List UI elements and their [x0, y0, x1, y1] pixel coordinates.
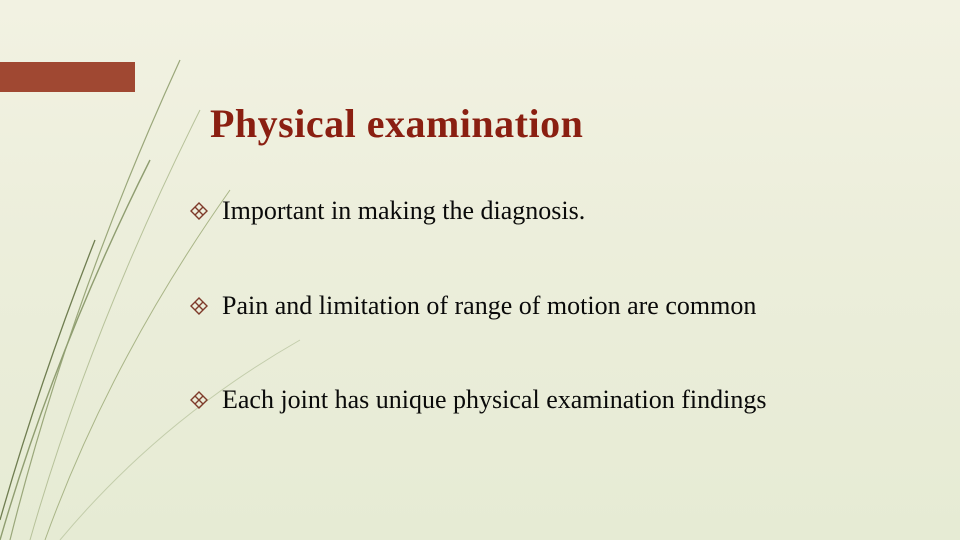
- bullet-text: Important in making the diagnosis.: [222, 195, 890, 228]
- bullet-text: Pain and limitation of range of motion a…: [222, 290, 890, 323]
- list-item: Pain and limitation of range of motion a…: [190, 290, 890, 323]
- slide-title: Physical examination: [210, 100, 583, 147]
- diamond-bullet-icon: [190, 297, 208, 315]
- bullet-list: Important in making the diagnosis. Pain …: [190, 195, 890, 417]
- list-item: Each joint has unique physical examinati…: [190, 384, 890, 417]
- accent-bar: [0, 62, 135, 92]
- list-item: Important in making the diagnosis.: [190, 195, 890, 228]
- diamond-bullet-icon: [190, 391, 208, 409]
- slide: Physical examination Important in making…: [0, 0, 960, 540]
- diamond-bullet-icon: [190, 202, 208, 220]
- bullet-text: Each joint has unique physical examinati…: [222, 384, 890, 417]
